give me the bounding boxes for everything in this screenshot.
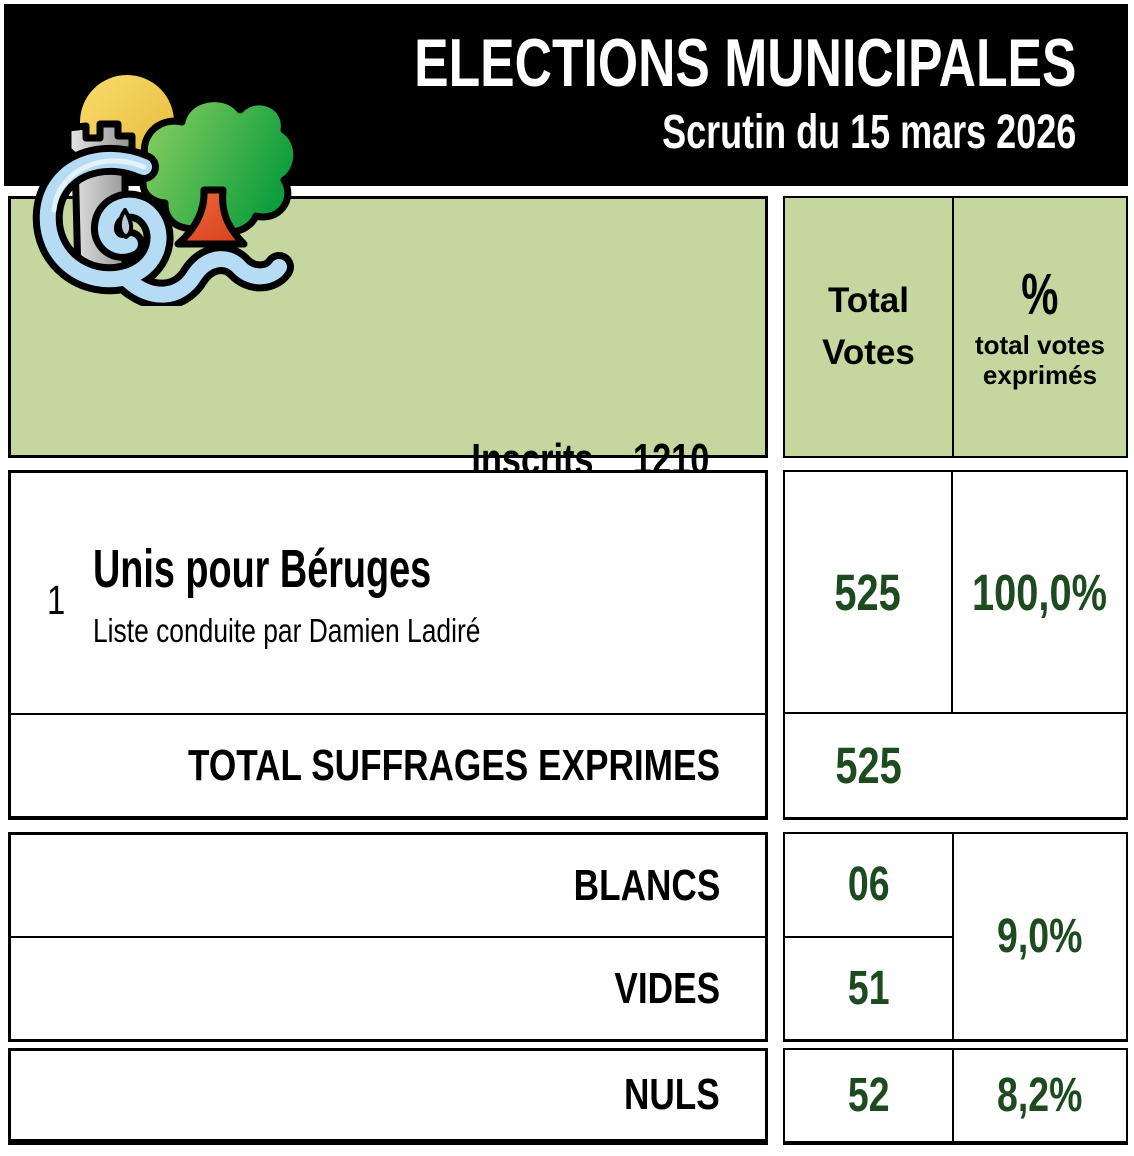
nuls-row: NULS [8, 1048, 768, 1145]
total-suffrages-votes-cell: 525 [785, 736, 952, 795]
nuls-votes-cell: 52 [785, 1050, 954, 1141]
tree-icon [139, 95, 294, 248]
list-row: 1 Unis pour Béruges Liste conduite par D… [11, 473, 765, 715]
blancs-votes: 06 [847, 858, 890, 912]
column-header-percent: % total votes exprimés [954, 198, 1126, 456]
vides-votes: 51 [847, 961, 890, 1015]
list-total-votes: 525 [834, 563, 902, 621]
list-values-row: 525 100,0% [785, 472, 1126, 714]
results-table-left: 1 Unis pour Béruges Liste conduite par D… [8, 470, 768, 820]
list-leader: Liste conduite par Damien Ladiré [93, 612, 481, 649]
blancs-vides-percent: 9,0% [997, 910, 1083, 963]
nuls-votes: 52 [847, 1069, 890, 1122]
page-title: ELECTIONS MUNICIPALES [413, 25, 1076, 101]
results-column-headers: Total Votes % total votes exprimés [783, 196, 1128, 458]
page-subtitle: Scrutin du 15 mars 2026 [661, 106, 1076, 159]
commune-logo [32, 75, 294, 306]
total-suffrages-row: TOTAL SUFFRAGES EXPRIMES [11, 715, 765, 816]
total-suffrages-votes: 525 [835, 737, 902, 794]
percent-symbol: % [1021, 262, 1059, 327]
blancs-row: BLANCS [11, 835, 765, 938]
blancs-votes-cell: 06 [785, 834, 952, 938]
total-suffrages-label: TOTAL SUFFRAGES EXPRIMES [188, 740, 720, 790]
list-number: 1 [47, 577, 66, 623]
blancs-vides-percent-cell: 9,0% [954, 834, 1126, 1039]
blancs-label: BLANCS [573, 860, 720, 910]
column-header-total-votes: Total Votes [785, 198, 954, 456]
list-percent: 100,0% [972, 563, 1107, 621]
river-icon [32, 144, 294, 306]
total-suffrages-values-row: 525 [785, 714, 1126, 817]
vides-label: VIDES [614, 963, 720, 1013]
vides-votes-cell: 51 [785, 938, 952, 1040]
percent-caption: total votes exprimés [974, 330, 1106, 390]
nuls-values-row: 52 8,2% [783, 1048, 1128, 1145]
nuls-label: NULS [624, 1070, 720, 1119]
blancs-vides-table-right: 06 51 9,0% [783, 832, 1128, 1042]
nuls-percent: 8,2% [997, 1069, 1083, 1122]
results-table-right: 525 100,0% 525 [783, 470, 1128, 820]
header-banner-text: ELECTIONS MUNICIPALES Scrutin du 15 mars… [205, 26, 1076, 160]
list-name: Unis pour Béruges [93, 539, 432, 599]
list-total-votes-cell: 525 [785, 472, 954, 712]
total-votes-line2: Votes [822, 333, 915, 372]
blancs-vides-votes-column: 06 51 [785, 834, 954, 1039]
blancs-vides-table-left: BLANCS VIDES [8, 832, 768, 1042]
total-votes-line1: Total [827, 281, 909, 320]
vides-row: VIDES [11, 938, 765, 1039]
nuls-percent-cell: 8,2% [954, 1050, 1126, 1141]
list-percent-cell: 100,0% [953, 472, 1126, 712]
